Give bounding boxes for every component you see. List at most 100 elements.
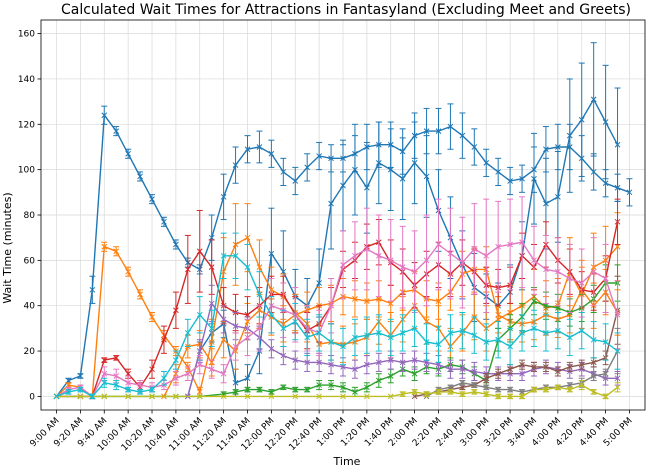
data-point [423,128,430,134]
data-point [543,386,549,393]
data-point [196,361,203,368]
data-point [411,268,418,275]
data-point [423,339,430,345]
data-point [101,357,108,363]
data-point [471,332,478,339]
data-point [244,393,251,400]
data-point [495,386,502,393]
data-point [149,386,155,393]
data-point [495,311,502,318]
data-point [340,364,346,370]
data-point [495,393,502,400]
data-point [352,166,358,173]
data-point [89,393,96,400]
data-point [304,359,311,366]
data-point [161,336,167,343]
data-point [578,361,585,368]
data-point [101,379,108,386]
data-point [447,366,454,373]
data-point [244,311,251,318]
data-point [614,384,621,391]
data-point [435,361,442,368]
data-point [125,386,131,393]
data-point [340,182,346,189]
data-point [304,164,311,171]
data-point [268,250,275,257]
data-point [352,366,358,373]
data-point [113,382,120,388]
data-point [340,343,346,350]
data-point [602,339,609,345]
data-point [149,393,155,400]
data-point [328,361,334,368]
data-point [268,393,275,400]
data-point [411,370,418,377]
data-point [555,384,561,391]
data-point [555,144,561,150]
data-point [447,384,454,391]
data-point [423,359,430,366]
y-tick-label: 20 [24,347,36,357]
data-point [232,389,239,395]
data-point [411,357,418,363]
data-point [411,325,418,332]
data-point [519,393,525,400]
data-point [531,298,537,305]
data-point [364,393,370,400]
data-point [578,280,585,286]
data-point [423,257,430,264]
data-point [101,393,108,400]
data-point [352,389,358,395]
data-point [483,339,490,345]
data-point [304,334,311,341]
data-point [220,316,227,323]
data-point [256,325,263,332]
data-point [316,382,322,388]
data-point [399,391,406,397]
data-point [447,330,454,336]
data-point [364,361,370,368]
data-point [364,384,370,391]
data-point [614,218,621,225]
data-point [399,359,406,366]
data-point [137,382,143,388]
data-point [483,391,490,397]
data-point [316,359,322,366]
data-point [256,386,263,393]
data-point [375,296,382,302]
y-axis-ticks: 0 20 40 60 80 100 120 140 160 [18,30,41,402]
data-point [173,357,179,363]
data-point [184,370,191,377]
data-point [602,393,609,400]
data-point [220,336,227,343]
data-point [483,252,490,259]
data-point [435,341,442,348]
data-point [196,311,203,318]
data-point [328,302,334,309]
data-point [101,243,108,250]
data-point [447,123,454,130]
data-point [232,323,239,329]
data-point [89,286,96,293]
data-point [435,389,442,395]
data-point [578,382,585,388]
data-point [519,330,525,336]
data-point [364,246,370,252]
data-point [423,173,430,180]
data-point [507,343,513,350]
data-point [244,234,251,241]
data-point [555,368,561,375]
data-point [316,280,322,286]
data-point [519,361,525,368]
data-point [495,243,502,250]
data-point [507,393,513,400]
data-point [173,241,179,248]
data-point [626,189,633,196]
data-point [602,119,609,125]
data-point [208,366,215,373]
data-point [507,178,513,184]
data-point [125,150,131,157]
data-point [53,393,60,400]
data-point [113,354,120,361]
